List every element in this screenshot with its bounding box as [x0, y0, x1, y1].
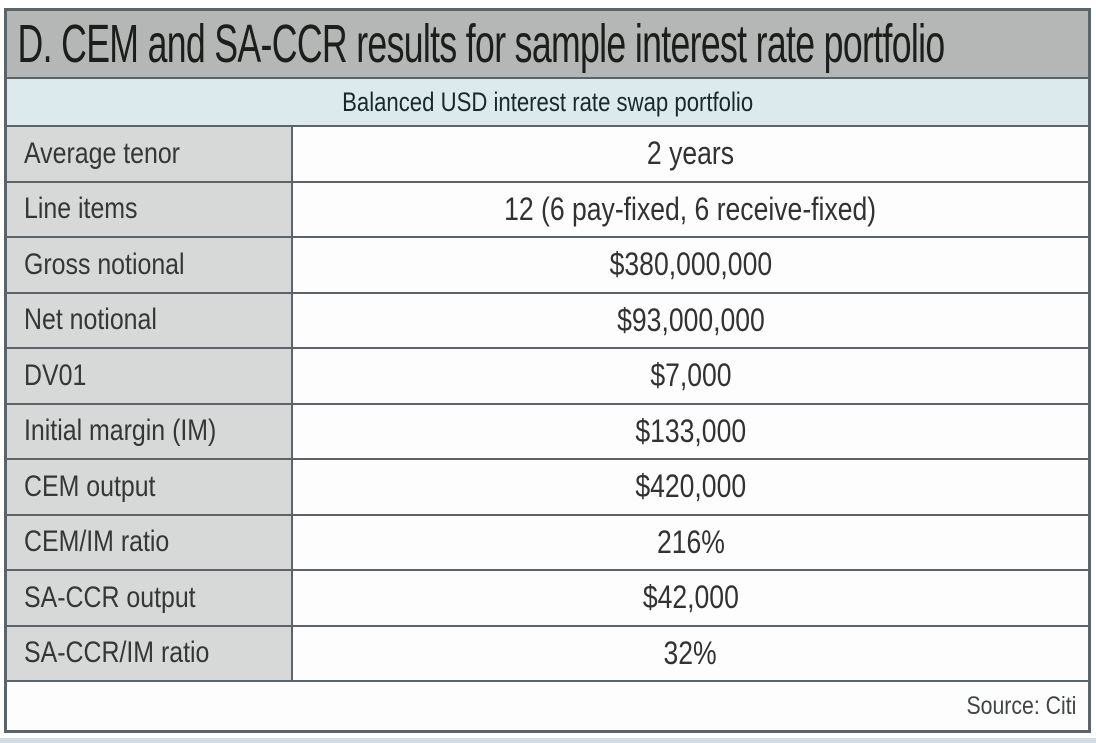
row-value-cell: $420,000 — [291, 458, 1088, 516]
table-row: SA-CCR output $42,000 — [7, 569, 1088, 627]
row-value: 12 (6 pay-fixed, 6 receive-fixed) — [504, 190, 877, 227]
row-value-cell: $133,000 — [291, 402, 1088, 460]
row-value: $133,000 — [635, 412, 746, 449]
row-label: Initial margin (IM) — [24, 414, 217, 448]
row-value: 216% — [656, 523, 725, 560]
table-row: Gross notional $380,000,000 — [7, 236, 1088, 294]
row-value: $93,000,000 — [616, 301, 765, 338]
row-label-cell: Line items — [7, 180, 293, 238]
row-value: 2 years — [646, 135, 735, 172]
row-label: Average tenor — [24, 136, 180, 170]
table-row: DV01 $7,000 — [7, 347, 1088, 405]
row-value: $7,000 — [649, 357, 732, 394]
row-label: SA-CCR/IM ratio — [24, 636, 210, 670]
row-value: 32% — [663, 634, 718, 671]
row-value-cell: $42,000 — [291, 569, 1088, 627]
row-label-cell: SA-CCR output — [7, 569, 293, 627]
exhibit-frame: D. CEM and SA-CCR results for sample int… — [4, 8, 1091, 733]
row-label-cell: Initial margin (IM) — [7, 402, 293, 460]
row-label: CEM/IM ratio — [24, 525, 170, 559]
row-label: DV01 — [24, 358, 87, 392]
row-label-cell: CEM output — [7, 458, 293, 516]
table-row: Initial margin (IM) $133,000 — [7, 402, 1088, 460]
row-label: Line items — [24, 192, 138, 226]
results-table: Average tenor 2 years Line items 12 (6 p… — [7, 127, 1088, 680]
row-label-cell: Average tenor — [7, 127, 293, 183]
row-value-cell: 12 (6 pay-fixed, 6 receive-fixed) — [291, 180, 1088, 238]
row-label-cell: SA-CCR/IM ratio — [7, 624, 293, 680]
row-value-cell: $93,000,000 — [291, 291, 1088, 349]
row-label: Gross notional — [24, 247, 185, 281]
page-title: D. CEM and SA-CCR results for sample int… — [17, 14, 946, 74]
row-label-cell: Gross notional — [7, 236, 293, 294]
results-table-body: Average tenor 2 years Line items 12 (6 p… — [7, 127, 1088, 680]
row-label: SA-CCR output — [24, 580, 196, 614]
row-value-cell: 32% — [291, 624, 1088, 680]
table-row: Line items 12 (6 pay-fixed, 6 receive-fi… — [7, 180, 1088, 238]
row-value-cell: $7,000 — [291, 347, 1088, 405]
table-row: CEM/IM ratio 216% — [7, 513, 1088, 571]
source-credit: Source: Citi — [966, 691, 1077, 720]
row-label-cell: CEM/IM ratio — [7, 513, 293, 571]
row-label-cell: DV01 — [7, 347, 293, 405]
footer-bar: Source: Citi — [7, 680, 1088, 730]
subtitle: Balanced USD interest rate swap portfoli… — [341, 86, 754, 117]
row-label: Net notional — [24, 303, 157, 337]
table-row: SA-CCR/IM ratio 32% — [7, 624, 1088, 680]
bottom-accent-strip — [0, 738, 1096, 743]
table-row: Net notional $93,000,000 — [7, 291, 1088, 349]
row-value-cell: $380,000,000 — [291, 236, 1088, 294]
table-row: Average tenor 2 years — [7, 127, 1088, 183]
row-value: $380,000,000 — [609, 246, 772, 283]
subtitle-bar: Balanced USD interest rate swap portfoli… — [7, 79, 1088, 127]
row-value-cell: 216% — [291, 513, 1088, 571]
table-row: CEM output $420,000 — [7, 458, 1088, 516]
row-label: CEM output — [24, 469, 156, 503]
title-bar: D. CEM and SA-CCR results for sample int… — [7, 11, 1088, 79]
row-value: $42,000 — [642, 579, 739, 616]
row-value: $420,000 — [635, 468, 746, 505]
row-label-cell: Net notional — [7, 291, 293, 349]
row-value-cell: 2 years — [291, 127, 1088, 183]
